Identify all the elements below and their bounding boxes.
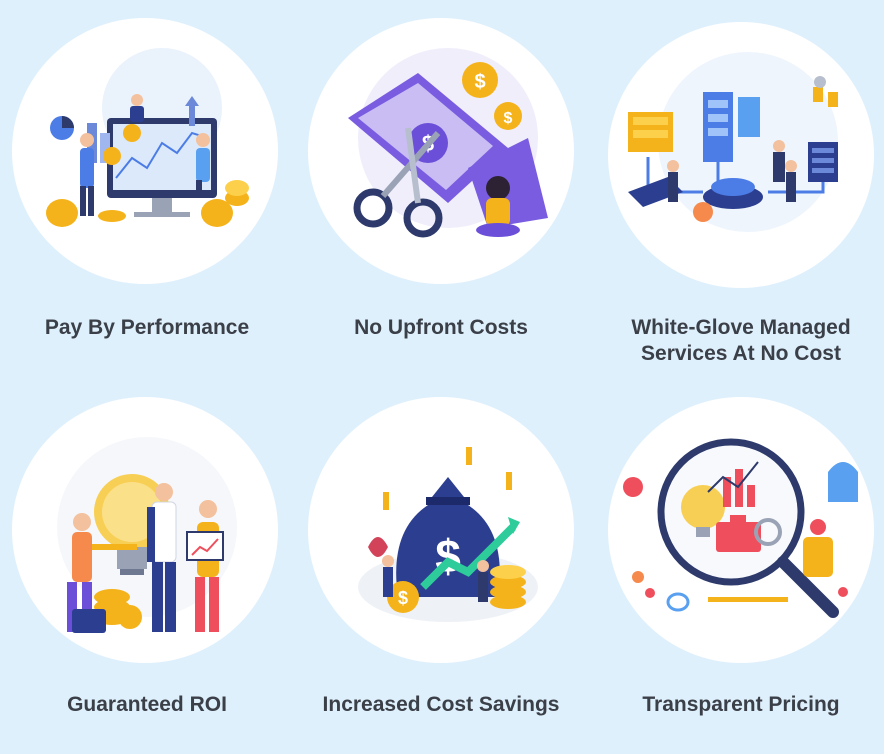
performance-illustration-icon xyxy=(12,18,278,284)
feature-card-white-glove: White-Glove Managed Services At No Cost xyxy=(594,0,884,377)
feature-title: Increased Cost Savings xyxy=(322,693,560,716)
feature-card-increased-cost-savings: $ $ Increased Cost Savings xyxy=(294,377,588,754)
feature-title: Transparent Pricing xyxy=(642,693,840,716)
feature-title: Pay By Performance xyxy=(44,316,250,339)
feature-title-line2: Services At No Cost xyxy=(641,342,841,365)
scissors-cut-bill-illustration-icon: $ $ $ xyxy=(308,18,574,284)
managed-services-illustration-icon xyxy=(608,22,874,288)
svg-text:$: $ xyxy=(474,71,485,93)
lightbulb-team-illustration-icon xyxy=(12,397,278,663)
feature-card-pay-by-performance: Pay By Performance xyxy=(0,0,294,377)
money-bag-savings-illustration-icon: $ $ xyxy=(308,397,574,663)
feature-card-guaranteed-roi: Guaranteed ROI xyxy=(0,377,294,754)
magnifier-pricing-illustration-icon xyxy=(608,397,874,663)
feature-title: Guaranteed ROI xyxy=(67,693,227,716)
feature-title-line1: White-Glove Managed xyxy=(631,316,851,339)
feature-card-no-upfront-costs: $ $ $ No Upfront Costs xyxy=(294,0,588,377)
svg-text:$: $ xyxy=(398,588,408,608)
feature-title: No Upfront Costs xyxy=(354,316,528,339)
feature-card-transparent-pricing: Transparent Pricing xyxy=(594,377,884,754)
svg-text:$: $ xyxy=(504,110,513,127)
